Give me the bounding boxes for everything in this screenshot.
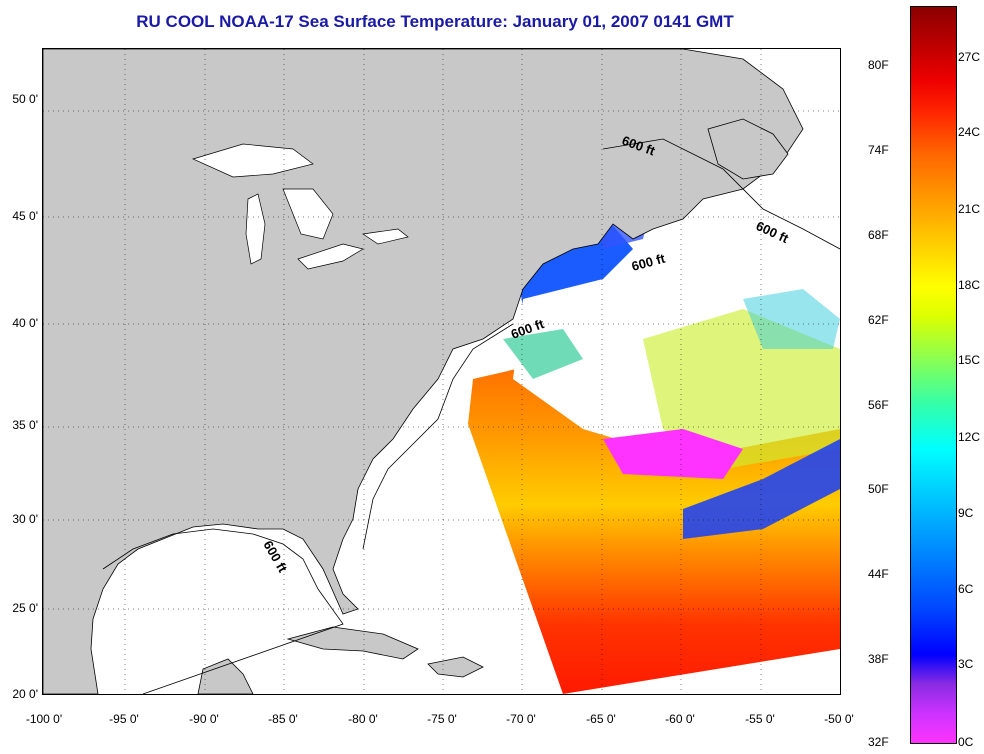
lon-label: -60 0' <box>665 712 695 726</box>
colorbar-f-label: 80F <box>868 58 889 72</box>
colorbar-c-label: 21C <box>958 202 981 216</box>
contour-label-600ft: 600 ft <box>260 538 290 575</box>
lat-label: 25 0' <box>12 601 38 615</box>
lon-label: -55 0' <box>745 712 775 726</box>
lon-label: -100 0' <box>25 712 63 726</box>
cyan-patch <box>743 289 840 349</box>
lake-michigan <box>245 193 266 265</box>
lake-huron <box>282 188 334 240</box>
lon-label: -90 0' <box>189 712 219 726</box>
colorbar-c-label: 9C <box>958 506 974 520</box>
map-area[interactable]: 600 ft 600 ft 600 ft 600 ft 600 ft <box>42 48 841 695</box>
colorbar-c-label: 6C <box>958 582 974 596</box>
contour-label-600ft: 600 ft <box>754 218 792 246</box>
colorbar-f-label: 32F <box>868 735 889 749</box>
sst-map: 600 ft 600 ft 600 ft 600 ft 600 ft <box>43 49 840 694</box>
lon-label: -70 0' <box>506 712 536 726</box>
colorbar-f-label: 68F <box>868 228 889 242</box>
colorbar-c-label: 15C <box>958 353 981 367</box>
lon-label: -65 0' <box>586 712 616 726</box>
colorbar-c-label: 0C <box>958 735 974 749</box>
colorbar-c-label: 3C <box>958 657 974 671</box>
yucatan <box>197 658 254 694</box>
lon-label: -85 0' <box>268 712 298 726</box>
hispaniola <box>427 656 484 678</box>
lon-label: -75 0' <box>427 712 457 726</box>
colorbar-f-label: 74F <box>868 143 889 157</box>
lon-label: -50 0' <box>824 712 854 726</box>
cuba <box>286 626 419 660</box>
map-title: RU COOL NOAA-17 Sea Surface Temperature:… <box>136 12 734 31</box>
colorbar-f-label: 50F <box>868 482 889 496</box>
colorbar-f-label: 38F <box>868 652 889 666</box>
lat-label: 30 0' <box>12 512 38 526</box>
colorbar-c-label: 24C <box>958 125 981 139</box>
green-band <box>503 329 583 379</box>
colorbar-f-label: 62F <box>868 313 889 327</box>
north-america-landmass <box>43 49 804 694</box>
lon-label: -80 0' <box>348 712 378 726</box>
temperature-colorbar <box>910 6 957 744</box>
colorbar-c-label: 12C <box>958 430 981 444</box>
magenta-patch <box>603 429 743 479</box>
newfoundland <box>707 118 789 180</box>
lake-erie <box>297 243 364 270</box>
lat-label: 40 0' <box>12 316 38 330</box>
bathymetry-contour <box>102 138 840 694</box>
lat-label: 45 0' <box>12 209 38 223</box>
colorbar-c-label: 27C <box>958 50 981 64</box>
lon-label: -95 0' <box>109 712 139 726</box>
lat-label: 20 0' <box>12 687 38 701</box>
colorbar-f-label: 56F <box>868 398 889 412</box>
lake-superior <box>192 143 314 178</box>
colorbar-c-label: 18C <box>958 278 981 292</box>
contour-label-600ft: 600 ft <box>630 250 667 273</box>
lat-label: 50 0' <box>12 92 38 106</box>
lake-ontario <box>362 228 409 245</box>
blue-band <box>683 439 840 539</box>
lat-label: 35 0' <box>12 418 38 432</box>
colorbar-f-label: 44F <box>868 567 889 581</box>
